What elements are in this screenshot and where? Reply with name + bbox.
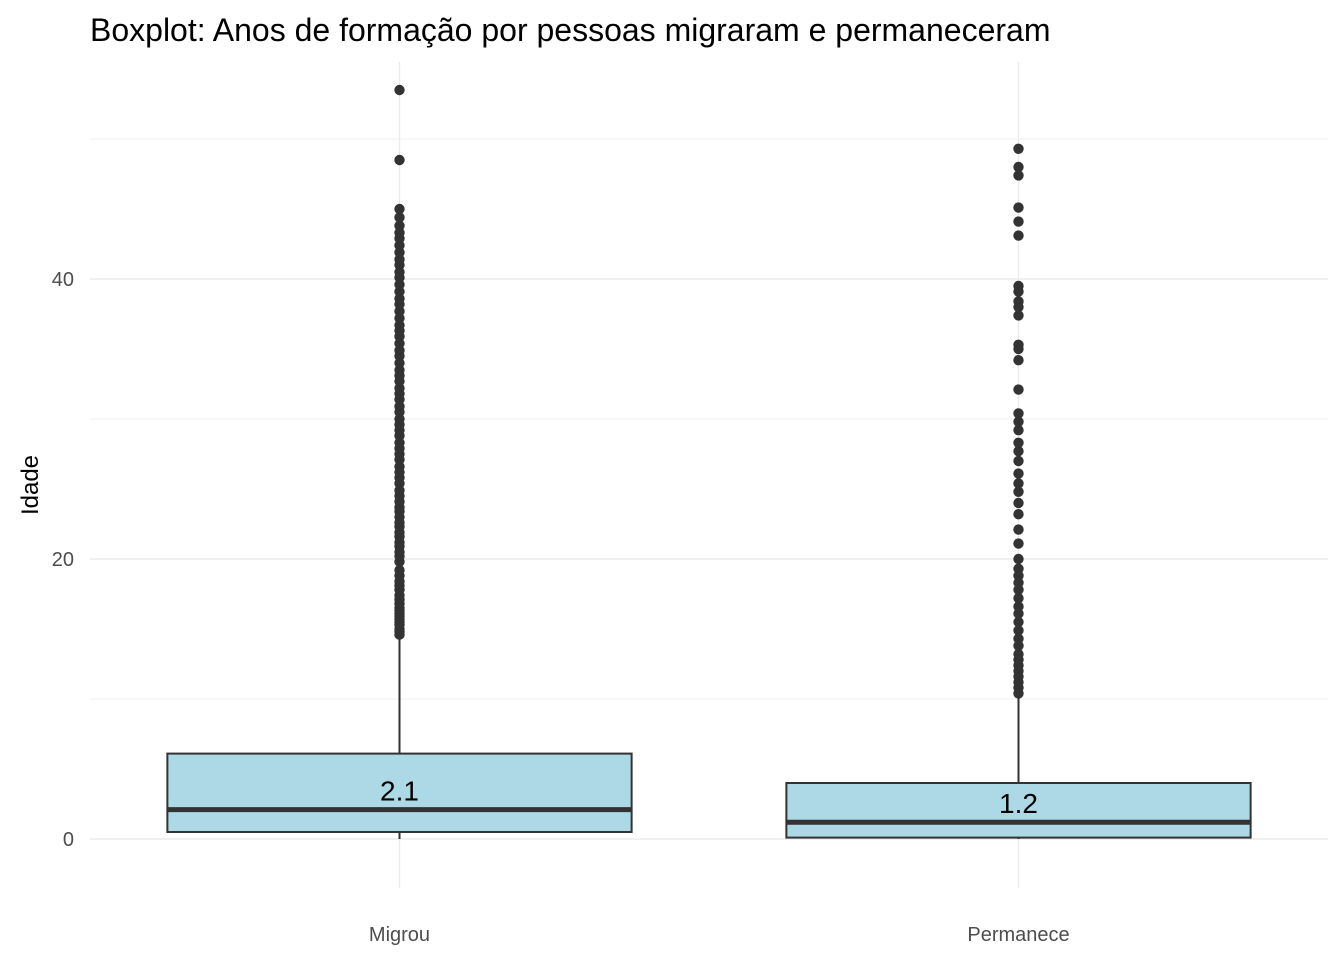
outlier-point <box>1013 601 1024 612</box>
outlier-point <box>1013 553 1024 565</box>
outlier-point <box>1013 339 1024 350</box>
chart-title: Boxplot: Anos de formação por pessoas mi… <box>90 12 1050 48</box>
outlier-point <box>394 203 405 215</box>
x-tick-label: Permanece <box>967 924 1069 946</box>
outlier-point <box>1013 161 1024 173</box>
outlier-point <box>1013 497 1024 509</box>
outlier-point <box>1013 478 1024 489</box>
outlier-point <box>1013 355 1024 366</box>
outlier-point <box>394 565 405 576</box>
grid <box>90 62 1328 888</box>
outlier-point <box>1013 216 1024 227</box>
y-tick-label: 40 <box>52 269 74 291</box>
outlier-point <box>1013 446 1024 457</box>
outlier-point <box>1013 143 1024 154</box>
outlier-point <box>1013 649 1024 660</box>
outlier-point <box>394 154 405 166</box>
outlier-point <box>1013 625 1024 636</box>
box-permanece <box>785 782 1252 839</box>
outlier-point <box>1013 170 1024 181</box>
outlier-point <box>1013 437 1024 448</box>
outlier-point <box>1013 509 1024 520</box>
outlier-point <box>1013 563 1024 574</box>
outlier-point <box>394 212 405 223</box>
outlier-point <box>1013 425 1024 436</box>
outlier-point <box>1013 296 1024 307</box>
y-axis-title: Idade <box>17 455 44 515</box>
outlier-point <box>1013 416 1024 427</box>
y-tick-label: 20 <box>52 549 74 571</box>
median-label: 2.1 <box>380 776 419 807</box>
y-tick-label: 0 <box>63 829 74 851</box>
median-label: 1.2 <box>999 788 1038 819</box>
outlier-point <box>394 220 405 231</box>
x-tick-label: Migrou <box>369 924 430 946</box>
outlier-point <box>1013 633 1024 644</box>
outlier-point <box>1013 230 1024 241</box>
outlier-point <box>1013 468 1024 479</box>
outlier-point <box>1013 408 1024 419</box>
outlier-point <box>1013 593 1024 604</box>
outlier-point <box>1013 524 1024 535</box>
outlier-point <box>1013 310 1024 321</box>
outlier-point <box>1013 280 1024 292</box>
outlier-point <box>1013 455 1024 467</box>
outlier-point <box>1013 384 1024 395</box>
outlier-point <box>1013 486 1024 497</box>
box-migrou <box>166 752 633 833</box>
box-layer <box>166 84 1252 839</box>
outlier-point <box>1013 616 1024 628</box>
outlier-point <box>1013 202 1024 213</box>
outlier-point <box>1013 538 1024 549</box>
outlier-point <box>394 84 405 96</box>
label-layer: 0 20 40 2.1 Migrou 1.2 Permanece <box>52 269 1070 946</box>
